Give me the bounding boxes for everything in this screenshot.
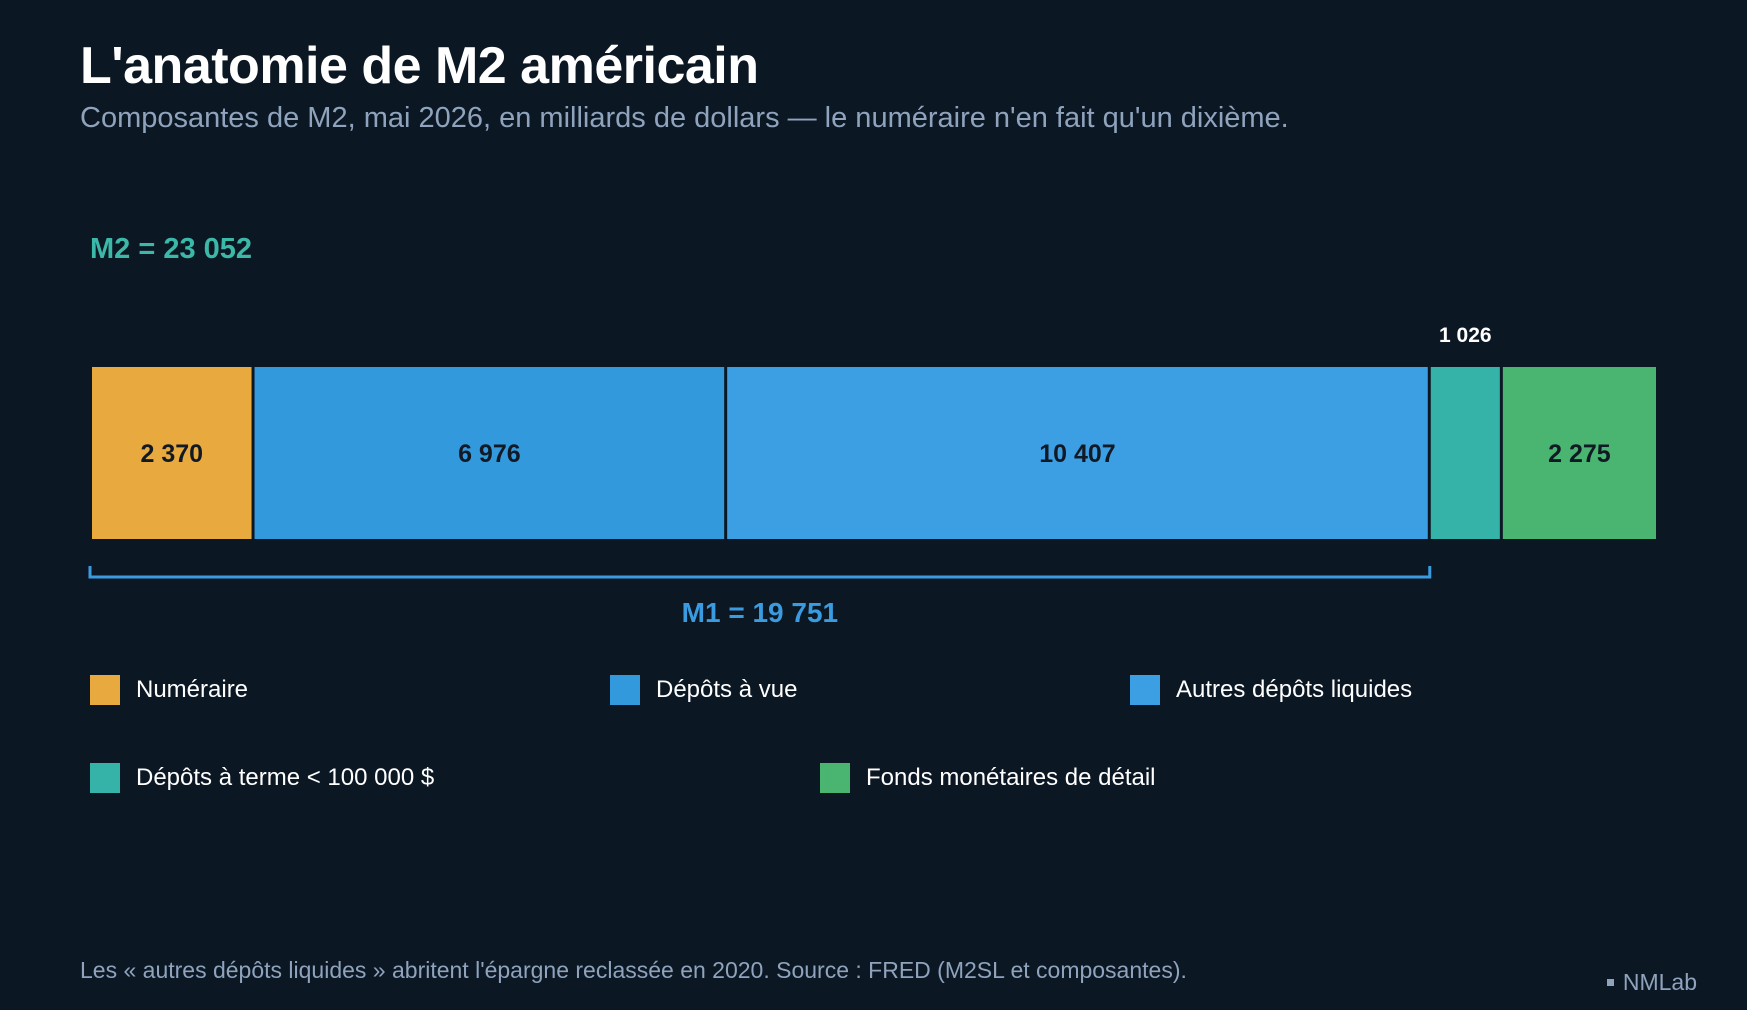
bar-segment — [254, 367, 725, 539]
m1-total-label: M1 = 19 751 — [682, 597, 838, 628]
stacked-bar-chart: M2 = 23 052 2 370 6 976 10 407 1 026 2 275 M… — [88, 233, 1656, 628]
chart-title: L'anatomie de M2 américain — [80, 37, 759, 95]
legend-label: Fonds monétaires de détail — [866, 764, 1156, 791]
legend-swatch — [1130, 675, 1160, 705]
bar-value-label: 2 275 — [1548, 440, 1611, 468]
bar-segment — [727, 367, 1428, 539]
legend-item: Dépôts à terme < 100 000 $ — [90, 763, 434, 793]
legend-label: Autres dépôts liquides — [1176, 676, 1413, 703]
brand: NMLab — [1606, 969, 1697, 996]
m1-bracket — [88, 566, 1432, 579]
bar-value-label: 1 026 — [1439, 324, 1492, 347]
footnote: Les « autres dépôts liquides » abritent … — [80, 957, 1187, 983]
m2-total-label: M2 = 23 052 — [90, 233, 252, 265]
bar-segment — [1430, 367, 1500, 539]
legend-item: Numéraire — [90, 675, 248, 705]
legend-item: Fonds monétaires de détail — [820, 763, 1156, 793]
bar-segment — [92, 367, 252, 539]
m1-bracket-line — [88, 566, 1432, 579]
bar-segment — [1502, 367, 1656, 539]
bar-value-label: 10 407 — [1039, 440, 1115, 468]
brand-label: NMLab — [1622, 969, 1697, 995]
bar-value-label: 2 370 — [140, 440, 203, 468]
chart-subtitle: Composantes de M2, mai 2026, en milliard… — [80, 102, 1289, 134]
brand-mark-icon — [1606, 979, 1614, 986]
legend-swatch — [90, 675, 120, 705]
legend-label: Dépôts à vue — [656, 676, 798, 703]
bar-segments: 2 370 6 976 10 407 1 026 2 275 — [92, 324, 1656, 539]
bar-value-label: 6 976 — [458, 440, 521, 468]
legend-label: Numéraire — [136, 676, 249, 703]
legend-label: Dépôts à terme < 100 000 $ — [136, 764, 435, 791]
legend-swatch — [610, 675, 640, 705]
legend-swatch — [90, 763, 120, 793]
legend-item: Dépôts à vue — [610, 675, 797, 705]
legend-swatch — [820, 763, 850, 793]
legend-item: Autres dépôts liquides — [1130, 675, 1412, 705]
